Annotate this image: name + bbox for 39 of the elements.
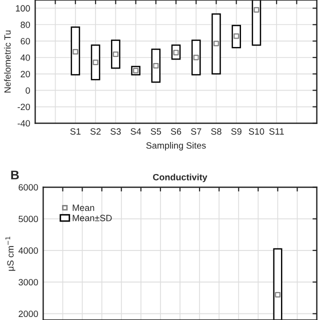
bar [212, 13, 221, 75]
bar [232, 24, 241, 48]
y-tick-label: -40 [18, 120, 30, 127]
legend-label: Mean [72, 204, 94, 211]
x-tick-label: S3 [110, 128, 121, 135]
bar [70, 26, 80, 76]
bar [252, 0, 262, 46]
y-tick-label: 20 [20, 70, 30, 78]
y-tick-label: 3000 [18, 279, 38, 286]
y-tick-label: 5000 [18, 216, 38, 222]
y-tick-label: 80 [20, 22, 30, 28]
text: B [11, 170, 19, 180]
x-tick-label: S4 [130, 128, 142, 135]
y-axis-title: Nefelometric Tu [4, 30, 11, 92]
x-tick-label: S1 [70, 128, 81, 135]
y-tick-label: 60 [20, 38, 30, 44]
y-tick-label: 0 [26, 87, 30, 94]
x-tick-label: S5 [150, 128, 162, 135]
y-tick-label: 6000 [18, 184, 38, 191]
x-axis-title: Sampling Sites [146, 142, 206, 150]
y-tick-label: 40 [20, 54, 30, 61]
legend-label: Mean±SD [72, 214, 112, 222]
y-axis-title: μS cm$^{−1}$ [5, 236, 16, 271]
y-tick-label: 100 [16, 5, 30, 12]
x-tick-label: S6 [170, 128, 182, 135]
x-tick-label: S8 [211, 128, 222, 135]
x-tick-label: S10 [248, 128, 264, 135]
bar [111, 40, 120, 69]
x-tick-label: S9 [231, 128, 242, 135]
y-tick-label: 4000 [18, 247, 38, 254]
y-tick-label: 2000 [18, 310, 38, 318]
x-tick-label: S7 [191, 128, 202, 135]
y-tick-label: -20 [18, 104, 30, 110]
bar [151, 48, 161, 83]
bar [191, 40, 201, 76]
bar [90, 44, 100, 80]
chart-title: Conductivity [153, 174, 208, 182]
x-tick-label: S2 [90, 128, 101, 135]
x-tick-label: S11 [269, 128, 284, 135]
